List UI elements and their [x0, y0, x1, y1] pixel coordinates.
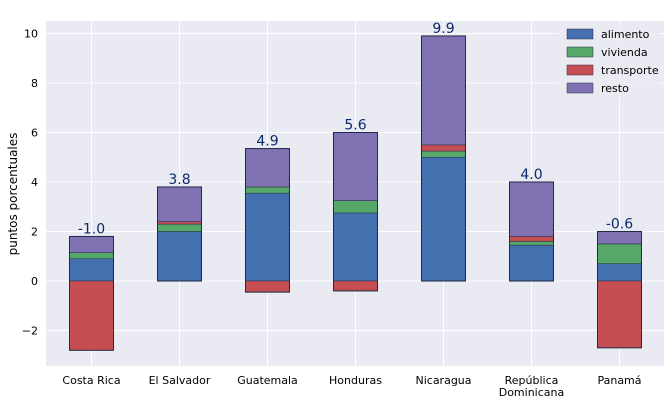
bar-alimento-2 — [245, 192, 290, 282]
bars — [69, 35, 642, 351]
bar-alimento-3 — [333, 212, 378, 282]
bar-outline-3 — [333, 132, 378, 292]
bar-vivienda-3 — [333, 200, 378, 214]
bar-resto-2 — [245, 148, 290, 188]
x-tick-label-2: Guatemala — [237, 374, 298, 387]
y-axis-ticks: −2 0 2 4 6 8 10 — [22, 28, 38, 338]
bar-alimento-1 — [157, 231, 202, 282]
x-axis-categories: Costa Rica El Salvador Guatemala Honduras Ni… — [62, 374, 641, 399]
y-tick-label-4: 6 — [31, 127, 38, 140]
y-tick-label-1: 0 — [31, 275, 38, 288]
bar-vivienda-2 — [245, 186, 290, 194]
bar-transporte-6 — [597, 280, 642, 349]
total-label-1: 3.8 — [168, 172, 190, 188]
bar-alimento-0 — [69, 258, 114, 282]
bar-outline-1 — [157, 186, 202, 282]
legend-label-transporte: transporte — [601, 64, 659, 77]
bar-total-labels: -1.0 3.8 4.9 5.6 9.9 4.0 -0.6 — [78, 21, 633, 237]
legend-swatch-transporte — [566, 64, 594, 76]
bar-transporte-0 — [69, 280, 114, 351]
y-tick-label-5: 8 — [31, 77, 38, 90]
legend-swatch-resto — [566, 82, 594, 94]
bar-alimento-4 — [421, 157, 466, 282]
legend: alimento vivienda transporte resto — [558, 25, 660, 97]
total-label-3: 5.6 — [344, 118, 366, 134]
bar-resto-3 — [333, 132, 378, 201]
legend-swatch-vivienda — [566, 46, 594, 58]
total-label-0: -1.0 — [78, 221, 105, 237]
bar-resto-0 — [69, 236, 114, 253]
bar-alimento-6 — [597, 263, 642, 282]
y-tick-label-0: −2 — [22, 325, 38, 338]
bar-vivienda-5 — [509, 241, 554, 246]
y-axis-label: puntos porcentuales — [6, 133, 20, 256]
x-tick-label-1: El Salvador — [149, 374, 211, 387]
bar-resto-5 — [509, 181, 554, 237]
bar-outline-6 — [597, 231, 642, 349]
x-tick-label-5: República — [505, 374, 559, 387]
bar-alimento-5 — [509, 244, 554, 282]
total-label-4: 9.9 — [432, 21, 454, 37]
y-tick-label-3: 4 — [31, 176, 38, 189]
bar-transporte-3 — [333, 280, 378, 292]
x-tick-label-3: Honduras — [329, 374, 382, 387]
total-label-2: 4.9 — [256, 134, 278, 150]
total-label-5: 4.0 — [520, 167, 542, 183]
bar-vivienda-6 — [597, 243, 642, 264]
bar-resto-4 — [421, 35, 466, 146]
x-tick-label-0: Costa Rica — [62, 374, 120, 387]
y-tick-label-6: 10 — [24, 28, 38, 41]
bar-resto-6 — [597, 231, 642, 245]
bar-vivienda-4 — [421, 150, 466, 158]
bar-vivienda-0 — [69, 252, 114, 259]
bar-outline-5 — [509, 181, 554, 282]
legend-label-alimento: alimento — [601, 28, 650, 41]
bar-transporte-5 — [509, 236, 554, 242]
bar-outline-0 — [69, 235, 114, 351]
bar-vivienda-1 — [157, 223, 202, 232]
bar-outline-4 — [421, 35, 466, 282]
legend-label-resto: resto — [601, 82, 629, 95]
bar-outline-2 — [245, 148, 290, 293]
bar-resto-1 — [157, 186, 202, 222]
legend-swatch-alimento — [566, 28, 594, 40]
legend-label-vivienda: vivienda — [601, 46, 648, 59]
x-tick-label-4: Nicaragua — [415, 374, 471, 387]
bar-transporte-2 — [245, 280, 290, 293]
y-tick-label-2: 2 — [31, 226, 38, 239]
total-label-6: -0.6 — [606, 217, 633, 233]
bar-transporte-4 — [421, 144, 466, 152]
bar-transporte-1 — [157, 221, 202, 225]
x-tick-label-6: Panamá — [597, 374, 641, 387]
x-tick-label-5-line-1: Dominicana — [499, 386, 565, 399]
